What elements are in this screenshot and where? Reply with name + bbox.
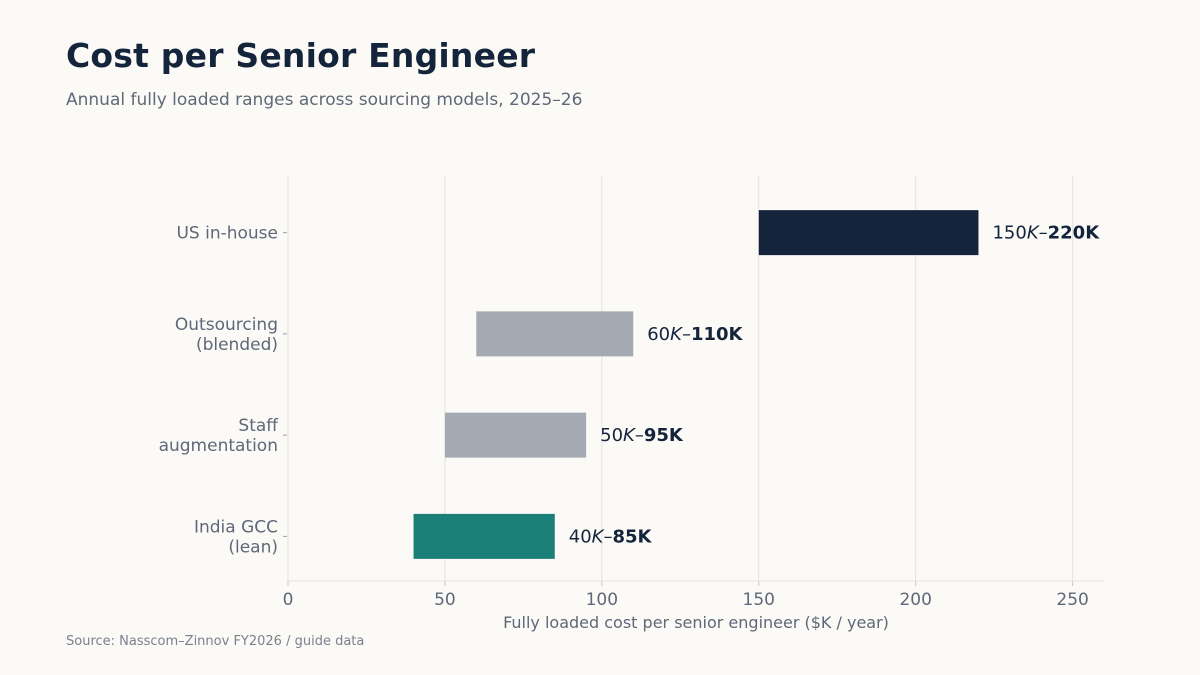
- range-bar: [413, 513, 555, 559]
- x-tick-label: 0: [283, 590, 294, 610]
- category-label: Staff augmentation: [159, 416, 280, 456]
- range-bar: [758, 210, 979, 256]
- labels: US in-house 150K–220K Outsourcing (blended)…: [159, 223, 1101, 558]
- x-tick-label: 200: [899, 590, 931, 610]
- x-tick-label: 100: [586, 590, 618, 610]
- chart-subtitle: Annual fully loaded ranges across sourci…: [66, 90, 583, 110]
- category-label: US in-house: [176, 224, 278, 244]
- range-value-label: 50K–95K: [600, 425, 684, 446]
- axes: 0 50 100 150 200 250: [283, 176, 1104, 610]
- chart-title: Cost per Senior Engineer: [66, 36, 536, 75]
- x-tick-label: 50: [434, 590, 456, 610]
- range-bar: [476, 311, 634, 357]
- x-axis-title: Fully loaded cost per senior engineer ($…: [503, 613, 889, 632]
- range-value-label: 60K–110K: [647, 324, 743, 345]
- range-bar: [444, 412, 587, 458]
- range-value-label: 40K–85K: [569, 526, 653, 547]
- source-note: Source: Nasscom–Zinnov FY2026 / guide da…: [66, 634, 365, 649]
- category-label: India GCC (lean): [194, 517, 278, 557]
- range-value-label: 150K–220K: [992, 223, 1100, 244]
- category-label: Outsourcing (blended): [175, 315, 278, 355]
- x-tick-label: 150: [743, 590, 775, 610]
- bars: [413, 210, 979, 559]
- x-tick-label: 250: [1056, 590, 1088, 610]
